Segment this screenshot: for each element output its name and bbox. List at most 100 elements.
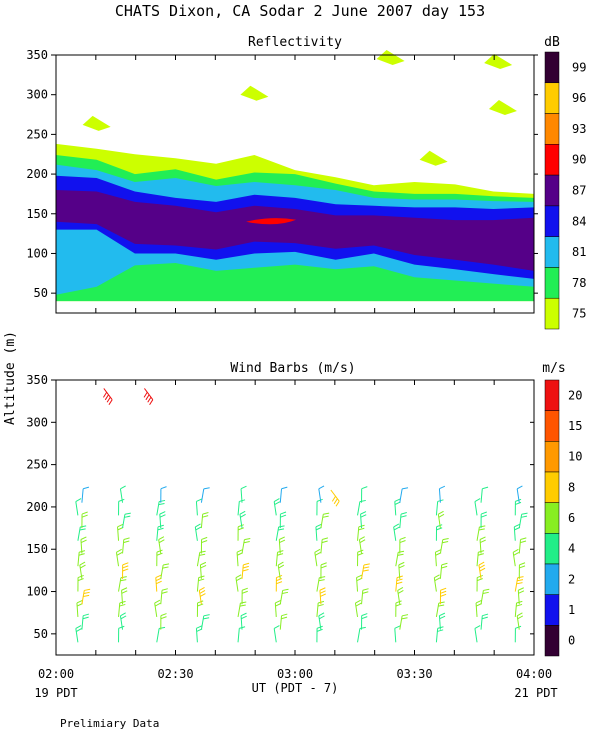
wind-barb-feather (157, 527, 164, 531)
wind-barb-shaft (75, 628, 79, 643)
wind-barb-feather (315, 551, 321, 556)
wind-colorbar-swatch (544, 594, 560, 626)
wind-barb-feather (275, 599, 281, 604)
wind-barb-feather (274, 501, 281, 506)
wind-barb-shaft (476, 526, 480, 541)
refl-ytick-label: 150 (26, 207, 48, 221)
wind-barb-feather (481, 616, 488, 620)
wind-barb (358, 536, 366, 554)
wind-ytick-label: 50 (34, 627, 48, 641)
wind-barb-feather (438, 601, 445, 604)
wind-barb-feather (244, 538, 251, 541)
wind-barb-feather (199, 587, 205, 591)
wind-barb-shaft (79, 564, 83, 579)
wind-barb-feather (243, 541, 250, 544)
wind-barb-shaft (394, 628, 397, 643)
wind-barb (476, 525, 486, 541)
wind-barb-feather (518, 587, 524, 591)
wind-barb-shaft (354, 603, 359, 617)
wind-barb-feather (239, 510, 246, 515)
refl-colorbar-label: 93 (572, 122, 586, 136)
wind-barb-feather (516, 612, 523, 617)
wind-barb-feather (75, 625, 82, 629)
wind-barb-shaft (356, 577, 359, 592)
wind-barb-shaft (279, 488, 283, 503)
wind-barb (480, 511, 487, 529)
wind-barb-feather (159, 499, 166, 503)
wind-barb-shaft (433, 577, 437, 592)
wind-barb-feather (393, 523, 400, 528)
wind-barb-feather (278, 528, 285, 531)
contour-blob-75 (240, 85, 269, 101)
wind-barb-feather (360, 511, 367, 515)
wind-barb-shaft (81, 590, 85, 605)
wind-barb-feather (282, 591, 289, 594)
contour-blob-75 (419, 150, 448, 166)
wind-barb-feather (122, 568, 129, 572)
wind-barb-shaft (395, 577, 398, 592)
wind-barb-feather (240, 612, 247, 617)
wind-barb (241, 538, 251, 554)
wind-barb (361, 588, 369, 605)
wind-barb (476, 574, 483, 592)
wind-barb-feather (316, 628, 323, 632)
wind-barb-shaft (80, 539, 83, 554)
wind-barb (81, 486, 90, 503)
wind-barb-shaft (357, 501, 361, 516)
wind-barb-feather (394, 625, 401, 629)
wind-barb (81, 588, 91, 605)
wind-barb (357, 626, 366, 643)
wind-barb-shaft (478, 564, 482, 579)
wind-barb (357, 549, 364, 567)
wind-barb-feather (474, 625, 481, 629)
wind-barb-shaft (241, 564, 244, 579)
wind-barb-shaft (75, 501, 79, 516)
wind-barb-feather (80, 539, 87, 544)
wind-barb-feather (154, 599, 161, 604)
wind-barb-feather (242, 568, 249, 572)
wind-barb-shaft (118, 577, 122, 592)
wind-barb-feather (322, 537, 329, 540)
contour-blob-75 (82, 115, 111, 131)
wind-barb-shaft (237, 603, 241, 618)
wind-barb (279, 486, 288, 503)
wind-barb-feather (441, 562, 448, 566)
wind-barb-feather (80, 525, 87, 528)
wind-barb-feather (119, 603, 126, 607)
refl-colorbar-swatch (544, 267, 560, 299)
wind-barb-feather (475, 599, 482, 604)
contour-blob-75 (376, 49, 405, 65)
wind-barb-feather (440, 587, 447, 591)
wind-barb (118, 625, 125, 643)
wind-barb-feather (516, 485, 523, 490)
wind-barb (122, 512, 131, 529)
wind-barb (198, 587, 206, 605)
figure-title: CHATS Dixon, CA Sodar 2 June 2007 day 15… (115, 2, 485, 20)
wind-barb-feather (116, 551, 123, 556)
wind-barb (516, 485, 523, 503)
wind-barb (79, 561, 86, 579)
wind-barb (316, 498, 323, 516)
wind-barb (361, 486, 368, 503)
wind-barb-feather (476, 574, 483, 579)
wind-barb-feather (442, 538, 449, 541)
wind-barb-feather (322, 515, 329, 518)
wind-barb-shaft (318, 615, 322, 630)
wind-barb-shaft (435, 628, 439, 643)
wind-barb-shaft (361, 564, 365, 579)
wind-barb-feather (282, 588, 289, 591)
refl-colorbar-label: 75 (572, 307, 586, 321)
wind-barb-shaft (158, 539, 162, 554)
wind-barb (156, 499, 166, 516)
wind-barb-feather (276, 578, 283, 582)
wind-barb-feather (400, 515, 407, 518)
wind-barb (80, 536, 87, 554)
wind-barb-feather (236, 577, 242, 582)
wind-barb (160, 486, 167, 503)
wind-barb (438, 612, 446, 630)
refl-colorbar-swatch (544, 297, 560, 330)
wind-barb (154, 599, 161, 617)
wind-barb-feather (516, 582, 523, 585)
wind-barb-feather (237, 527, 244, 531)
wind-barb-feather (517, 576, 524, 579)
